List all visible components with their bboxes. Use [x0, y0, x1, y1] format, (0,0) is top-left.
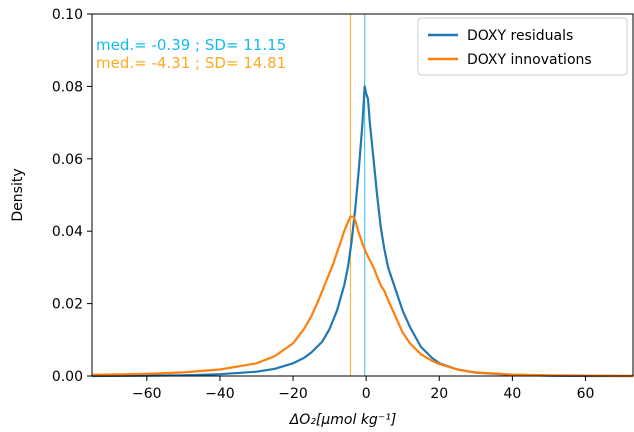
series-line-1 — [91, 215, 634, 378]
y-tick-label: 0.04 — [52, 224, 83, 240]
legend-frame — [417, 17, 628, 76]
residuals-stats-annotation: med.= -0.39 ; SD= 11.15 — [96, 36, 286, 54]
y-tick-label: 0.02 — [52, 297, 83, 313]
x-tick-label: 0 — [362, 386, 371, 402]
legend: DOXY residuals DOXY innovations — [417, 17, 628, 76]
x-tick-label: 40 — [503, 386, 521, 402]
axes-frame — [91, 13, 634, 377]
y-tick-label: 0.00 — [52, 369, 83, 385]
plot-area — [91, 14, 634, 378]
x-tick-label: 60 — [577, 386, 595, 402]
series-line-0 — [91, 85, 633, 378]
legend-label-innovations: DOXY innovations — [467, 52, 592, 68]
axes: −60 −40 −20 0 20 40 60 0.00 0.02 0.04 0.06 0.08 0.10 — [52, 7, 634, 402]
x-tick-label: 20 — [430, 386, 448, 402]
innovations-stats-annotation: med.= -4.31 ; SD= 14.81 — [96, 54, 286, 72]
y-tick-label: 0.10 — [52, 7, 83, 23]
x-tick-label: −20 — [278, 386, 308, 402]
y-axis-title: Density — [10, 168, 26, 221]
y-tick-label: 0.06 — [52, 152, 83, 168]
x-axis-title: ΔO₂[μmol kg⁻¹] — [289, 412, 397, 428]
x-tick-label: −40 — [205, 386, 235, 402]
y-tick-label: 0.08 — [52, 79, 83, 95]
legend-label-residuals: DOXY residuals — [467, 28, 573, 44]
x-tick-label: −60 — [132, 386, 162, 402]
